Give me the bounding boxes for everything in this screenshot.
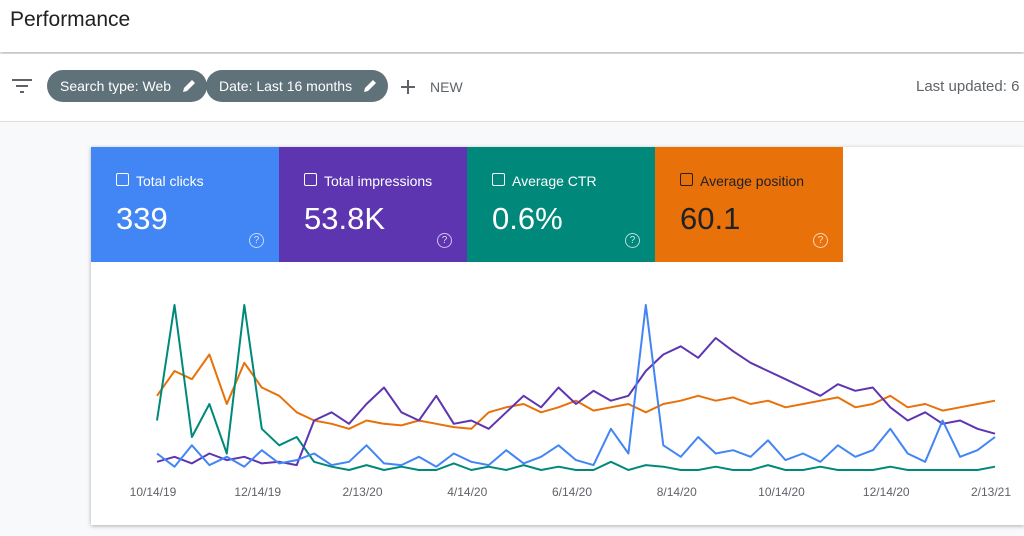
chip-label: Date: Last 16 months bbox=[219, 78, 353, 94]
metric-label: Total clicks bbox=[136, 173, 204, 189]
page-title: Performance bbox=[10, 8, 131, 31]
x-tick-label: 10/14/20 bbox=[758, 485, 805, 499]
toolbar: Search type: Web Date: Last 16 months NE… bbox=[0, 54, 1024, 122]
help-icon[interactable]: ? bbox=[813, 233, 828, 248]
edit-icon bbox=[183, 80, 196, 92]
help-icon[interactable]: ? bbox=[437, 233, 452, 248]
edit-icon bbox=[364, 80, 377, 92]
chip[interactable]: Date: Last 16 months bbox=[206, 70, 389, 102]
checkbox bbox=[116, 173, 129, 186]
metric-value: 0.6% bbox=[492, 201, 563, 236]
chip-label: Search type: Web bbox=[60, 78, 172, 94]
metric-value: 53.8K bbox=[304, 201, 386, 236]
x-tick-label: 8/14/20 bbox=[657, 485, 697, 499]
filter-icon[interactable] bbox=[12, 78, 32, 94]
metric-card[interactable]: Total clicks 339? bbox=[91, 147, 279, 262]
plus-icon bbox=[401, 80, 415, 94]
x-tick-label: 6/14/20 bbox=[552, 485, 592, 499]
checkbox bbox=[304, 173, 317, 186]
x-tick-label: 2/13/21 bbox=[971, 485, 1011, 499]
series-line bbox=[156, 304, 996, 468]
metric-label: Average CTR bbox=[512, 173, 597, 189]
x-tick-label: 12/14/19 bbox=[234, 485, 281, 499]
x-tick-label: 10/14/19 bbox=[130, 485, 177, 499]
help-icon[interactable]: ? bbox=[625, 233, 640, 248]
series-line bbox=[156, 337, 996, 467]
checkbox bbox=[680, 173, 693, 186]
new-button[interactable]: NEW bbox=[430, 79, 463, 95]
checkbox bbox=[492, 173, 505, 186]
x-tick-label: 4/14/20 bbox=[447, 485, 487, 499]
x-tick-label: 2/13/20 bbox=[342, 485, 382, 499]
metric-value: 339 bbox=[116, 201, 168, 236]
series-line bbox=[156, 304, 996, 471]
metric-label: Average position bbox=[700, 173, 805, 189]
help-icon[interactable]: ? bbox=[249, 233, 264, 248]
metric-card[interactable]: Average position 60.1? bbox=[655, 147, 843, 262]
metric-card[interactable]: Total impressions 53.8K? bbox=[279, 147, 467, 262]
series-line bbox=[156, 353, 996, 430]
metric-value: 60.1 bbox=[680, 201, 741, 236]
performance-panel: Total clicks 339? Total impressions 53.8K?… bbox=[91, 147, 1024, 525]
metric-card[interactable]: Average CTR 0.6%? bbox=[467, 147, 655, 262]
x-tick-label: 12/14/20 bbox=[863, 485, 910, 499]
last-updated: Last updated: 6 bbox=[916, 78, 1020, 95]
chip[interactable]: Search type: Web bbox=[47, 70, 208, 102]
metric-label: Total impressions bbox=[324, 173, 433, 189]
header: Performance bbox=[0, 0, 1024, 52]
chart: 10/14/19 12/14/19 2/13/20 4/14/20 6/14/20 8/1… bbox=[130, 304, 1011, 499]
